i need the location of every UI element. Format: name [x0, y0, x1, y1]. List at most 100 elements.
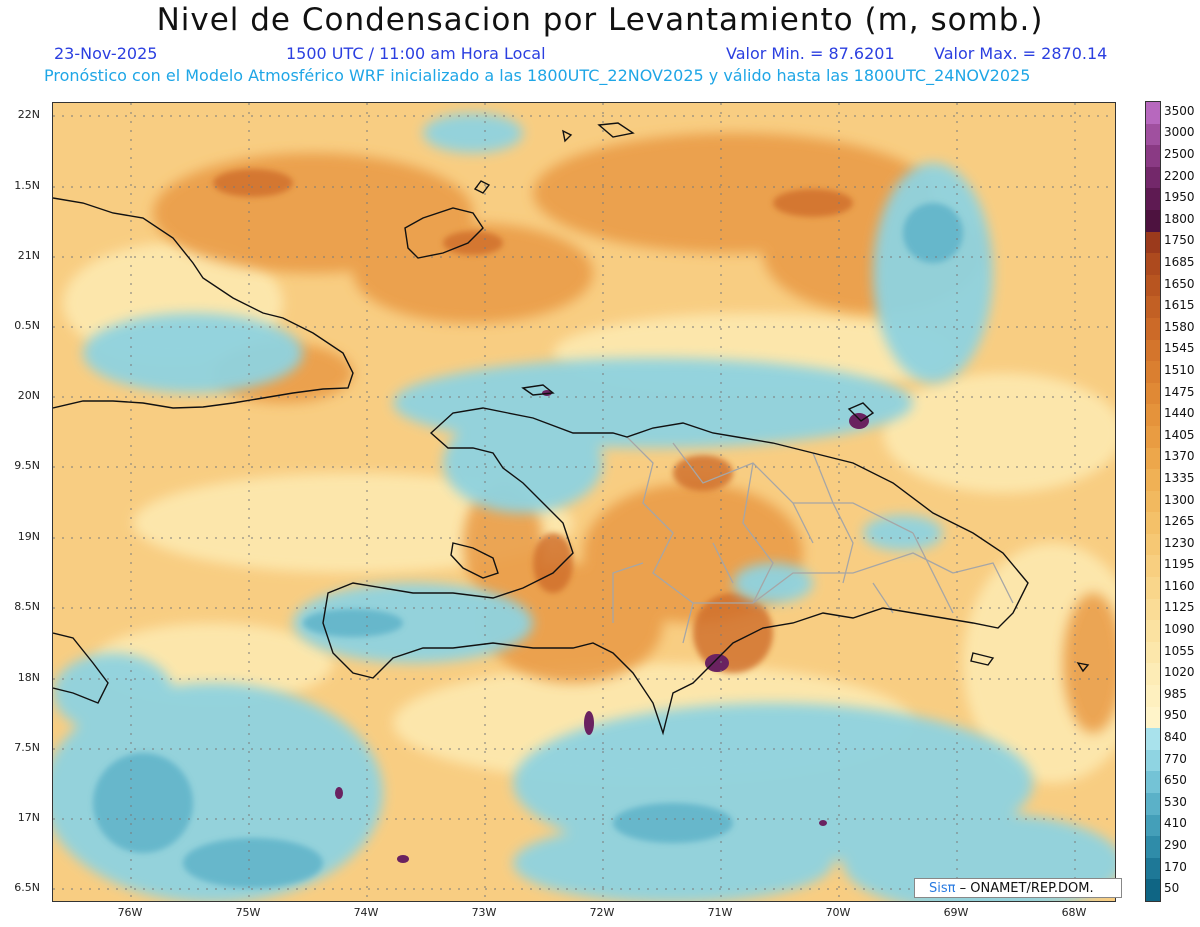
colorbar-swatch — [1146, 166, 1160, 189]
colorbar-label: 1405 — [1164, 427, 1195, 442]
colorbar-swatch — [1146, 555, 1160, 578]
colorbar — [1145, 101, 1161, 902]
colorbar-swatch — [1146, 620, 1160, 643]
colorbar-label: 1800 — [1164, 211, 1195, 226]
lon-tick-1: 75W — [235, 906, 261, 919]
field-deep-cyan — [93, 203, 963, 888]
lon-tick-2: 74W — [353, 906, 379, 919]
colorbar-label: 1750 — [1164, 233, 1195, 248]
lat-tick-11: 6.5N — [14, 881, 40, 894]
colorbar-swatch — [1146, 102, 1160, 125]
colorbar-swatch — [1146, 188, 1160, 211]
colorbar-label: 1055 — [1164, 643, 1195, 658]
colorbar-swatch — [1146, 296, 1160, 319]
brand-sis: Sisπ — [929, 881, 956, 896]
forecast-note: Pronóstico con el Modelo Atmosférico WRF… — [44, 66, 1031, 85]
lat-tick-0: 22N — [17, 108, 40, 121]
lat-tick-3: 0.5N — [14, 319, 40, 332]
colorbar-label: 1300 — [1164, 492, 1195, 507]
colorbar-label: 1685 — [1164, 254, 1195, 269]
colorbar-swatch — [1146, 598, 1160, 621]
colorbar-label: 1615 — [1164, 298, 1195, 313]
colorbar-label: 1335 — [1164, 470, 1195, 485]
credit-badge: Sisπ – ONAMET/REP.DOM. — [914, 878, 1122, 898]
colorbar-label: 1125 — [1164, 600, 1195, 615]
colorbar-label: 1545 — [1164, 341, 1195, 356]
colorbar-swatch — [1146, 728, 1160, 751]
max-value: Valor Max. = 2870.14 — [934, 44, 1108, 63]
coastlines — [53, 122, 1090, 736]
colorbar-label: 1265 — [1164, 514, 1195, 529]
colorbar-swatch — [1146, 253, 1160, 276]
colorbar-swatch — [1146, 317, 1160, 341]
colorbar-label: 1370 — [1164, 449, 1195, 464]
colorbar-label: 840 — [1164, 730, 1187, 745]
colorbar-label: 1475 — [1164, 384, 1195, 399]
field-dark-orange — [213, 169, 853, 673]
colorbar-swatch — [1146, 145, 1160, 168]
colorbar-label: 1580 — [1164, 319, 1195, 334]
lon-tick-8: 68W — [1061, 906, 1087, 919]
colorbar-label: 985 — [1164, 686, 1187, 701]
lat-tick-10: 17N — [17, 811, 40, 824]
colorbar-label: 3000 — [1164, 125, 1195, 140]
lat-tick-5: 9.5N — [14, 459, 40, 472]
lat-tick-4: 20N — [17, 389, 40, 402]
colorbar-swatch — [1146, 123, 1160, 146]
graticule — [53, 103, 1115, 901]
colorbar-swatch — [1146, 836, 1160, 859]
colorbar-swatch — [1146, 490, 1160, 513]
colorbar-swatch — [1146, 533, 1160, 556]
colorbar-swatch — [1146, 404, 1160, 427]
colorbar-label: 1440 — [1164, 406, 1195, 421]
colorbar-label: 1230 — [1164, 535, 1195, 550]
colorbar-swatch — [1146, 209, 1160, 233]
colorbar-swatch — [1146, 425, 1160, 448]
map-title: Nivel de Condensacion por Levantamiento … — [156, 2, 1044, 38]
lat-tick-9: 7.5N — [14, 741, 40, 754]
colorbar-label: 950 — [1164, 708, 1187, 723]
colorbar-label: 410 — [1164, 816, 1187, 831]
forecast-date: 23-Nov-2025 — [54, 44, 158, 63]
colorbar-label: 1650 — [1164, 276, 1195, 291]
colorbar-label: 650 — [1164, 773, 1187, 788]
colorbar-label: 1195 — [1164, 557, 1195, 572]
colorbar-swatch — [1146, 361, 1160, 384]
forecast-time: 1500 UTC / 11:00 am Hora Local — [286, 44, 546, 63]
colorbar-swatch — [1146, 685, 1160, 708]
lon-tick-4: 72W — [589, 906, 615, 919]
colorbar-swatch — [1146, 382, 1160, 405]
colorbar-label: 3500 — [1164, 103, 1195, 118]
colorbar-swatch — [1146, 231, 1160, 254]
lon-tick-6: 70W — [825, 906, 851, 919]
colorbar-swatch — [1146, 814, 1160, 837]
lat-tick-1: 1.5N — [14, 179, 40, 192]
min-value: Valor Min. = 87.6201 — [726, 44, 895, 63]
colorbar-label: 1020 — [1164, 665, 1195, 680]
lon-tick-3: 73W — [471, 906, 497, 919]
colorbar-label: 1950 — [1164, 190, 1195, 205]
colorbar-swatch — [1146, 879, 1160, 902]
colorbar-swatch — [1146, 641, 1160, 664]
colorbar-swatch — [1146, 793, 1160, 816]
colorbar-label: 1510 — [1164, 362, 1195, 377]
brand-onamet: – ONAMET/REP.DOM. — [959, 881, 1094, 896]
colorbar-label: 2500 — [1164, 146, 1195, 161]
colorbar-label: 530 — [1164, 794, 1187, 809]
colorbar-swatch — [1146, 512, 1160, 535]
lat-tick-6: 19N — [17, 530, 40, 543]
colorbar-label: 2200 — [1164, 168, 1195, 183]
colorbar-swatch — [1146, 274, 1160, 297]
colorbar-label: 290 — [1164, 838, 1187, 852]
colorbar-swatch — [1146, 447, 1160, 470]
colorbar-swatch — [1146, 771, 1160, 794]
colorbar-swatch — [1146, 469, 1160, 492]
field-purple-spots — [335, 390, 869, 863]
map-panel — [52, 102, 1116, 902]
colorbar-label: 770 — [1164, 751, 1187, 766]
lat-tick-8: 18N — [17, 671, 40, 684]
lon-tick-0: 76W — [117, 906, 143, 919]
colorbar-label: 50 — [1164, 881, 1180, 896]
colorbar-swatch — [1146, 857, 1160, 880]
colorbar-swatch — [1146, 577, 1160, 600]
